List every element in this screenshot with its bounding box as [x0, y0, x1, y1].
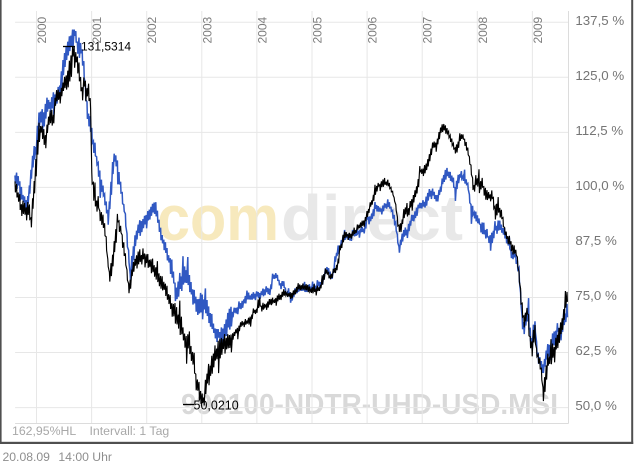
- svg-text:990100-NDTR-UHD-USD.MSI: 990100-NDTR-UHD-USD.MSI: [181, 389, 558, 421]
- svg-text:2003: 2003: [200, 16, 214, 43]
- svg-text:137,5 %: 137,5 %: [575, 13, 624, 28]
- svg-text:14:00 Uhr: 14:00 Uhr: [58, 450, 112, 464]
- svg-text:87,5 %: 87,5 %: [575, 233, 617, 248]
- svg-text:125,0 %: 125,0 %: [575, 68, 624, 83]
- svg-text:50,0 %: 50,0 %: [575, 398, 617, 413]
- svg-text:100,0 %: 100,0 %: [575, 178, 624, 193]
- svg-text:50,0210: 50,0210: [194, 399, 239, 413]
- svg-text:2007: 2007: [421, 16, 435, 43]
- svg-text:2004: 2004: [255, 16, 269, 43]
- svg-text:2005: 2005: [311, 16, 325, 43]
- svg-text:162,95%HL: 162,95%HL: [12, 424, 76, 438]
- svg-text:131,5314: 131,5314: [81, 40, 131, 54]
- svg-text:2006: 2006: [366, 16, 380, 43]
- svg-text:Intervall: 1 Tag: Intervall: 1 Tag: [90, 424, 170, 438]
- svg-text:com: com: [157, 182, 279, 254]
- svg-text:2001: 2001: [90, 16, 104, 43]
- svg-text:2000: 2000: [35, 16, 49, 43]
- svg-text:2009: 2009: [531, 16, 545, 43]
- svg-text:20.08.09: 20.08.09: [3, 450, 51, 464]
- svg-text:2002: 2002: [145, 16, 159, 43]
- svg-text:75,0 %: 75,0 %: [575, 288, 617, 303]
- svg-text:62,5 %: 62,5 %: [575, 343, 617, 358]
- svg-text:2008: 2008: [476, 16, 490, 43]
- svg-text:112,5 %: 112,5 %: [575, 123, 623, 138]
